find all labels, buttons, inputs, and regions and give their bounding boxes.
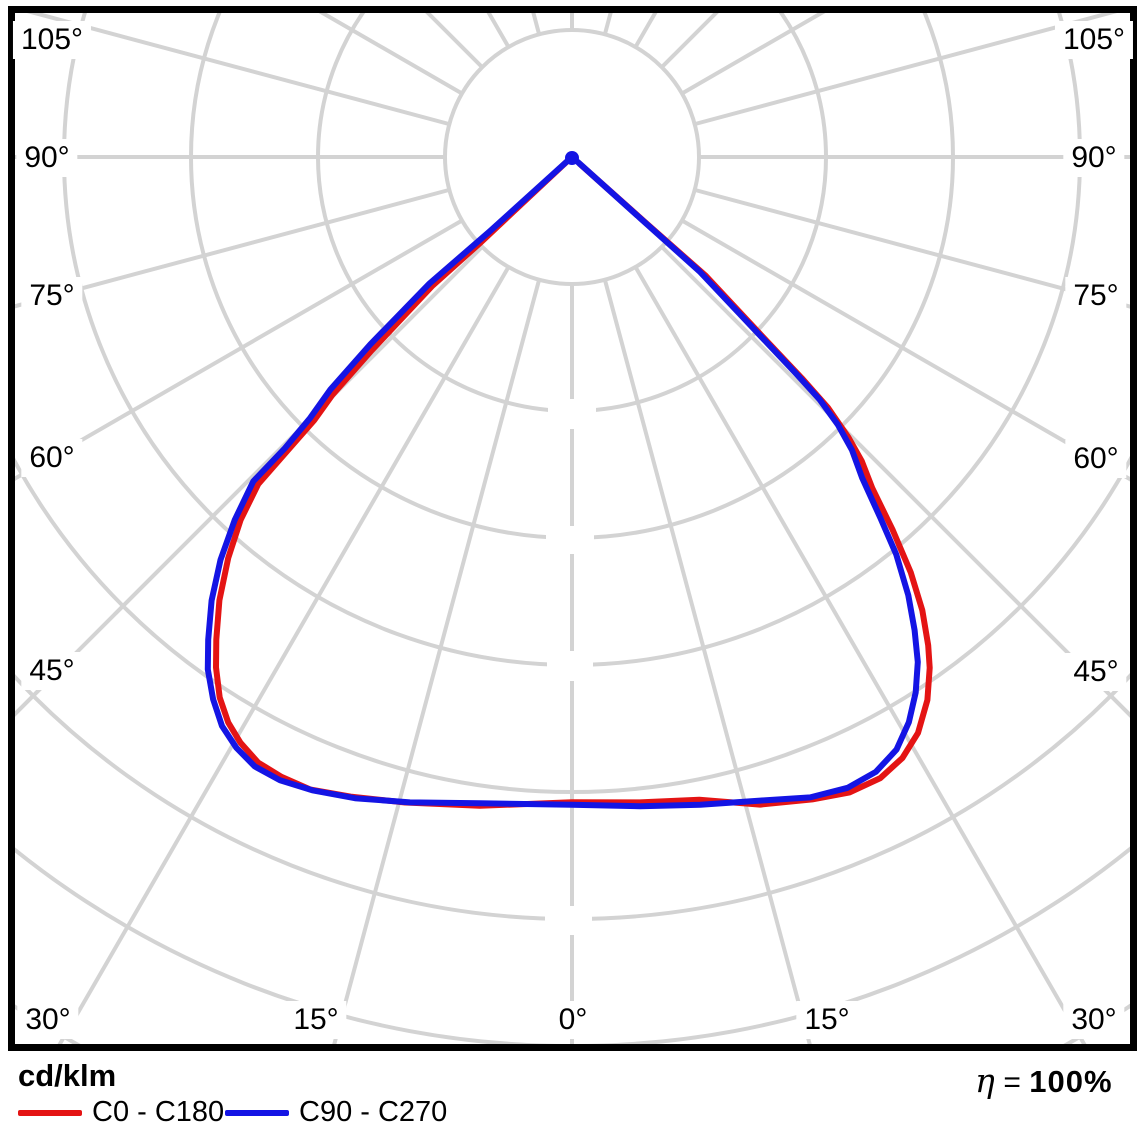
plot-border bbox=[8, 6, 1137, 1051]
angle-label-bottom-1-0: 0° bbox=[550, 1001, 596, 1039]
angle-label-right-75: 75° bbox=[1065, 277, 1127, 315]
legend-item-c90-c270: C90 - C270 bbox=[225, 1098, 447, 1127]
grid-spoke-255 bbox=[26, 13, 450, 127]
angle-label-right-60: 60° bbox=[1065, 440, 1127, 478]
grid-spoke-330 bbox=[57, 265, 511, 1044]
angle-label-bottom-2-15: 15° bbox=[796, 1001, 858, 1039]
ring-value-blank-1 bbox=[548, 399, 596, 429]
curve-c90-c270 bbox=[204, 158, 921, 810]
grid-spoke-105 bbox=[694, 13, 1118, 127]
angle-label-bottom-0-15: 15° bbox=[285, 1001, 347, 1039]
ring-value-blank-4 bbox=[545, 906, 592, 935]
grid-spoke-315 bbox=[15, 245, 484, 717]
grid-spoke-45 bbox=[660, 245, 1130, 718]
unit-label: cd/klm bbox=[18, 1058, 117, 1093]
angle-label-left-75: 75° bbox=[21, 277, 83, 315]
angle-label-right-90: 90° bbox=[1063, 139, 1125, 177]
efficiency-value: 100% bbox=[1029, 1064, 1113, 1099]
equals-sign: = bbox=[1003, 1066, 1021, 1099]
eta-symbol: η bbox=[975, 1061, 995, 1100]
angle-label-left-90: 90° bbox=[16, 139, 78, 177]
curve-c0-c180 bbox=[213, 158, 933, 809]
ring-value-blank-2 bbox=[546, 526, 594, 554]
grid-spoke-345 bbox=[332, 279, 542, 1044]
angle-label-left-30: 30° bbox=[17, 1001, 79, 1039]
angle-label-right-105: 105° bbox=[1054, 21, 1134, 59]
grid-spoke-75 bbox=[694, 187, 1130, 309]
grid-spoke-30 bbox=[633, 265, 1087, 1044]
legend-label-c0-c180: C0 - C180 bbox=[92, 1096, 225, 1128]
legend-item-c0-c180: C0 - C180 bbox=[18, 1098, 224, 1127]
angle-label-left-105: 105° bbox=[12, 21, 92, 59]
grid-spoke-15 bbox=[602, 279, 812, 1044]
legend-swatch-blue bbox=[225, 1109, 289, 1116]
legend-swatch-red bbox=[18, 1109, 82, 1116]
ring-value-blank-3 bbox=[547, 651, 593, 681]
angle-label-left-45: 45° bbox=[21, 652, 83, 690]
angle-label-left-60: 60° bbox=[21, 439, 83, 477]
angle-label-right-30: 30° bbox=[1063, 1001, 1125, 1039]
curve-apex-dot bbox=[565, 151, 579, 165]
efficiency-readout: η = 100% bbox=[975, 1061, 1113, 1100]
legend-label-c90-c270: C90 - C270 bbox=[299, 1096, 448, 1128]
angle-label-right-45: 45° bbox=[1065, 653, 1127, 691]
grid-spoke-285 bbox=[15, 187, 450, 309]
